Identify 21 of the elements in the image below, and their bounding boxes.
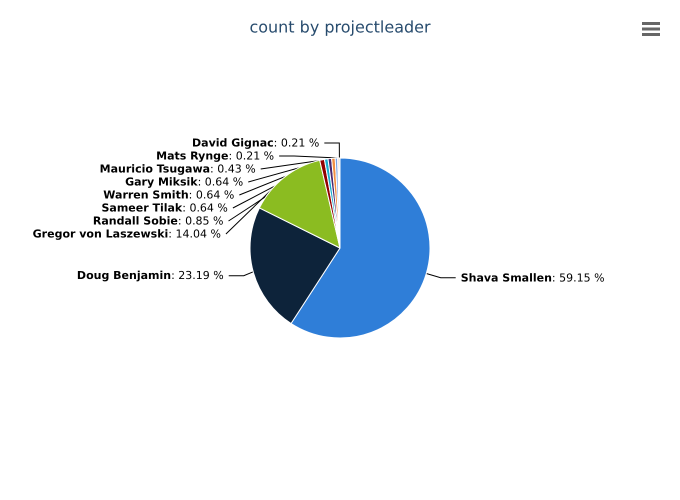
chart-title: count by projectleader [249,18,431,36]
slice-label: Gary Miksik [125,176,198,188]
slice-label: Warren Smith [103,188,189,202]
slice-label: Mats Rynge [156,150,229,162]
data-label: : 14.04 % [168,228,221,240]
data-label: : 0.85 % [178,214,224,228]
slice-label: Shava Smallen [460,271,552,284]
data-label: : 0.64 % [198,176,244,188]
data-label: : 59.15 % [552,271,605,284]
data-label: : 0.64 % [182,202,228,214]
slice-label: Sameer Tilak [101,202,183,214]
data-label: : 23.19 % [171,269,224,282]
data-label: : 0.64 % [188,188,234,202]
data-label: : 0.21 % [274,136,320,150]
data-label: : 0.43 % [210,162,256,176]
slice-label: David Gignac [192,136,274,150]
slice-label: Doug Benjamin [76,269,172,282]
slice-label: Randall Sobie [92,214,178,228]
slice-label: Gregor von Laszewski [32,228,168,240]
slice-label: Mauricio Tsugawa [100,162,210,176]
data-label: : 0.21 % [228,150,274,162]
